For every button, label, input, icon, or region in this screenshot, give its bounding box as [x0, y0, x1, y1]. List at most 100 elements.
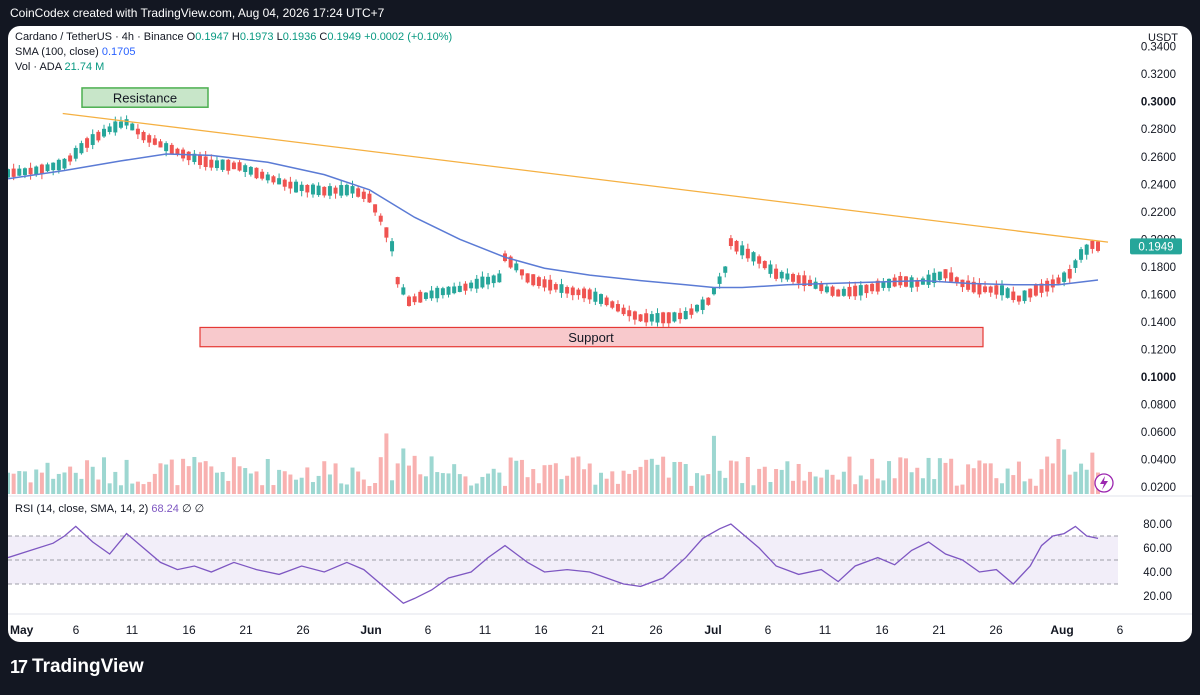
candle-body — [536, 277, 541, 286]
volume-bar — [627, 473, 632, 494]
volume-bar — [406, 465, 411, 494]
candle-body — [661, 312, 666, 324]
volume-bar — [440, 473, 445, 494]
candle-body — [175, 148, 180, 155]
candle-body — [836, 289, 841, 297]
high-label: H — [231, 31, 240, 43]
resistance-zone — [81, 87, 209, 108]
x-tick-label: 16 — [182, 623, 196, 637]
price-tick-label: 0.0200 — [1141, 482, 1176, 494]
volume-bar — [1022, 481, 1027, 494]
candle-body — [446, 286, 451, 295]
candle-body — [525, 273, 530, 283]
candle-body — [655, 313, 660, 323]
volume-bar — [892, 478, 897, 494]
high-value: 0.1973 — [239, 31, 274, 43]
volume-bar — [1033, 485, 1038, 494]
volume-bar — [85, 460, 90, 494]
x-tick-label: 26 — [296, 623, 310, 637]
price-tick-label: 0.1000 — [1141, 372, 1176, 384]
candle-body — [723, 266, 728, 273]
candle-body — [265, 174, 270, 181]
candle-body — [147, 135, 152, 143]
volume-bar — [937, 458, 942, 494]
candle-body — [666, 312, 671, 324]
candle-body — [203, 156, 208, 167]
lightning-glyph-icon — [1100, 476, 1108, 490]
volume-bar — [118, 485, 123, 494]
candle-body — [711, 287, 716, 295]
candle-body — [214, 160, 219, 169]
x-tick-label: 11 — [126, 623, 139, 637]
candle-body — [824, 286, 829, 293]
volume-bar — [316, 475, 321, 494]
candle-body — [56, 159, 61, 171]
candle-body — [757, 256, 762, 264]
volume-bar — [34, 469, 39, 494]
volume-bar — [1028, 478, 1033, 494]
volume-bar — [147, 481, 152, 494]
candle-body — [519, 269, 524, 276]
volume-bar — [570, 457, 575, 494]
volume-bar — [1016, 461, 1021, 494]
volume-bar — [508, 457, 513, 494]
candle-body — [254, 167, 259, 179]
volume-bar — [909, 472, 914, 494]
candle-body — [994, 285, 999, 295]
candle-body — [779, 271, 784, 279]
support-label: Support — [568, 330, 614, 345]
x-tick-label: Jul — [704, 623, 721, 637]
candle-body — [791, 273, 796, 282]
volume-bar — [429, 456, 434, 494]
chart-frame[interactable]: Resistance Support USDT 0.3400 0.3200 0.3000… — [8, 26, 1192, 642]
candle-body — [672, 312, 677, 322]
candle-body — [124, 119, 129, 126]
volume-bar — [683, 464, 688, 494]
volume-bar — [277, 469, 282, 494]
candle-body — [51, 162, 56, 171]
candle-body — [11, 168, 16, 177]
candle-body — [604, 297, 609, 306]
volume-bar — [734, 461, 739, 494]
volume-bar — [830, 474, 835, 494]
tradingview-brand[interactable]: 17 TradingView — [10, 656, 144, 678]
candle-body — [344, 184, 349, 196]
volume-bar — [565, 475, 570, 494]
x-tick-label: May — [10, 623, 34, 637]
rsi-legend[interactable]: RSI (14, close, SMA, 14, 2) 68.24 ∅ ∅ — [15, 502, 204, 515]
candle-body — [819, 283, 824, 292]
candle-body — [576, 289, 581, 296]
volume-bar — [706, 474, 711, 494]
volume-bar — [954, 485, 959, 494]
candle-body — [841, 288, 846, 296]
volume-bar — [621, 470, 626, 494]
candle-body — [373, 204, 378, 213]
volume-bar — [599, 472, 604, 494]
candle-body — [79, 143, 84, 154]
volume-bar — [322, 461, 327, 494]
volume-bar — [457, 474, 462, 494]
volume-bar — [519, 459, 524, 494]
volume-bar — [435, 472, 440, 494]
candle-body — [299, 184, 304, 191]
price-tick-label: 0.0400 — [1141, 455, 1176, 467]
currency-label: USDT — [1148, 32, 1178, 44]
candle-body — [22, 168, 27, 176]
rsi-panel — [8, 523, 1118, 604]
volume-bar — [932, 479, 937, 494]
candle-body — [870, 283, 875, 292]
volume-bar — [525, 477, 530, 494]
candle-body — [599, 294, 604, 304]
volume-bar — [649, 458, 654, 494]
candle-body — [762, 261, 767, 269]
candle-body — [102, 128, 107, 137]
candle-body — [1022, 290, 1027, 302]
volume-bar — [8, 472, 10, 494]
candle-body — [73, 147, 78, 159]
sma-legend[interactable]: SMA (100, close) 0.1705 — [15, 46, 135, 58]
candle-body — [644, 313, 649, 323]
x-tick-label: 6 — [425, 623, 432, 637]
volume-legend[interactable]: Vol · ADA 21.74 M — [15, 61, 104, 73]
support-zone — [199, 326, 984, 348]
